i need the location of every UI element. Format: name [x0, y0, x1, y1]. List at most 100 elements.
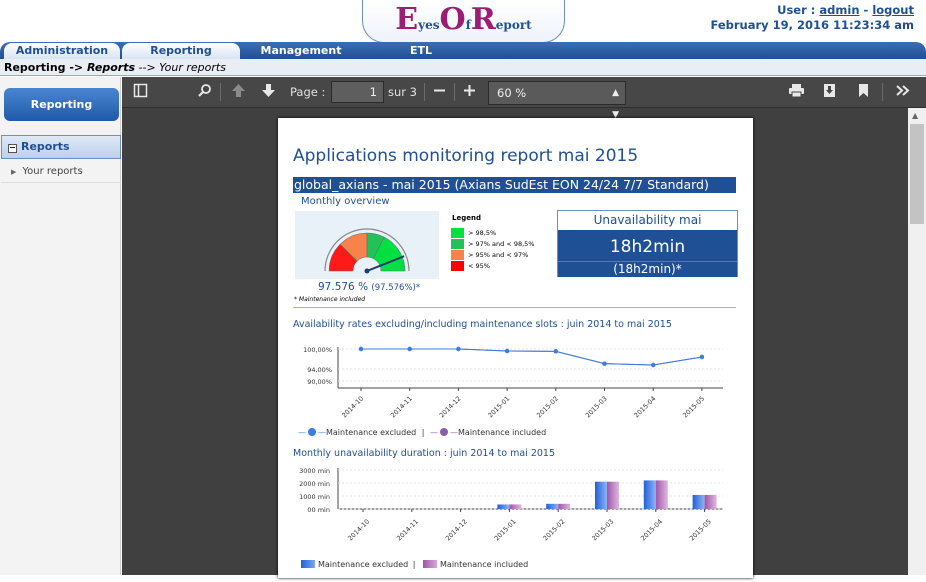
x-tick-label: 2015-02 — [535, 395, 560, 420]
scroll-thumb[interactable] — [910, 124, 924, 224]
crumb-your-reports: --> Your reports — [135, 61, 226, 74]
crumb-reporting[interactable]: Reporting -> — [4, 61, 87, 74]
gauge-hub — [364, 268, 370, 274]
gauge-segment — [373, 236, 406, 272]
x-tick-label: 2015-01 — [493, 518, 518, 543]
bar — [704, 494, 717, 509]
chart2-legend: Maintenance excluded | Maintenance inclu… — [298, 560, 528, 569]
x-tick-label: 2015-02 — [542, 518, 567, 543]
bar — [546, 503, 559, 509]
legend-title: Legend — [452, 214, 481, 222]
unavailability-sub: (18h2min)* — [558, 261, 737, 277]
sidebar-item-your-reports-label: Your reports — [22, 166, 83, 177]
tab-management[interactable]: Management — [260, 44, 342, 57]
reporting-button[interactable]: Reporting — [4, 88, 119, 121]
maintenance-note: * Maintenance included — [294, 296, 366, 303]
group-banner: global_axians - mai 2015 (Axians SudEst … — [293, 177, 736, 193]
report-title: Applications monitoring report mai 2015 — [293, 146, 639, 166]
y-tick-label: 94,00% — [307, 366, 332, 374]
zoom-in-icon[interactable] — [461, 83, 477, 102]
data-point — [651, 362, 656, 368]
vertical-scrollbar[interactable]: ▲ — [908, 108, 926, 575]
availability-gauge — [295, 211, 439, 279]
x-tick-label: 2014-12 — [444, 518, 469, 543]
y-tick-label: 2000 min — [299, 480, 330, 488]
crumb-reports[interactable]: Reports — [86, 61, 136, 74]
user-info: User : admin - logout February 19, 2016 … — [710, 3, 914, 33]
data-point — [699, 354, 705, 360]
chart1-legend: — —Maintenance excluded | — —Maintenance i… — [298, 428, 546, 437]
main-nav: Administration Reporting Management ETL — [0, 42, 926, 59]
y-tick-label: 1000 min — [299, 493, 330, 501]
chart2-legend-included: Maintenance included — [440, 560, 529, 569]
data-point — [456, 346, 461, 352]
availability-chart: 100,00% 94,00% 90,00% 2014-10 2014-11 2014-12… — [293, 335, 738, 445]
pdf-viewer: Page : 1 sur 3 60 % ▲ ▼ ▲ Applications mon… — [122, 77, 926, 578]
print-icon[interactable] — [787, 83, 805, 102]
divider — [293, 307, 736, 308]
sidebar-item-your-reports[interactable]: ▶ Your reports — [1, 161, 121, 183]
next-page-icon[interactable] — [260, 83, 276, 102]
bar — [655, 480, 668, 509]
page-number-input[interactable]: 1 — [331, 81, 384, 103]
user-link[interactable]: admin — [819, 3, 860, 17]
logo-text: EyesOfReport — [395, 2, 532, 37]
legend-separator: | — [412, 560, 416, 569]
bookmark-icon[interactable] — [855, 83, 871, 102]
zoom-value: 60 % — [497, 86, 527, 100]
collapse-icon[interactable]: − — [8, 143, 17, 153]
report-page: Applications monitoring report mai 2015 … — [278, 118, 753, 578]
x-tick-label: 2015-03 — [584, 395, 609, 420]
unavailability-value: 18h2min — [558, 230, 737, 261]
legend-swatch — [451, 239, 464, 249]
x-tick-label: 2015-04 — [633, 395, 658, 420]
zoom-out-icon[interactable] — [431, 83, 447, 102]
sidebar-item-reports[interactable]: − Reports — [1, 135, 121, 159]
x-tick-label: 2014-11 — [395, 518, 420, 543]
scroll-up-icon[interactable]: ▲ — [912, 111, 919, 120]
chart1-legend-excluded-swatch: — — — [298, 428, 326, 437]
zoom-select[interactable]: 60 % ▲ ▼ — [488, 81, 626, 120]
x-tick-label: 2015-01 — [486, 395, 511, 420]
tools-icon[interactable] — [894, 83, 912, 102]
tab-reporting[interactable]: Reporting — [122, 43, 240, 59]
previous-page-icon[interactable] — [230, 83, 246, 102]
legend-separator: | — [421, 428, 425, 437]
bar — [595, 481, 607, 509]
legend-swatch — [451, 228, 464, 238]
chart2-legend-excluded: Maintenance excluded — [318, 560, 409, 569]
x-tick-label: 2014-10 — [340, 395, 365, 420]
data-point — [553, 349, 558, 354]
legend-item: > 98,5% — [451, 228, 496, 238]
unavailability-chart: 3000 min 2000 min 1000 min 00 min 2014-10 201… — [293, 464, 738, 578]
y-tick-label: 3000 min — [299, 467, 330, 475]
legend-swatch — [451, 261, 464, 271]
pdf-toolbar: Page : 1 sur 3 60 % ▲ ▼ — [122, 77, 926, 120]
y-tick-label: 00 min — [307, 506, 330, 514]
tab-etl[interactable]: ETL — [409, 44, 433, 57]
search-icon[interactable] — [196, 83, 212, 102]
data-point — [358, 346, 364, 352]
x-tick-label: 2014-12 — [438, 395, 463, 420]
monthly-overview-label: Monthly overview — [301, 196, 390, 207]
x-tick-label: 2014-10 — [346, 518, 371, 543]
legend-swatch — [451, 250, 464, 260]
chart2-title: Monthly unavailability duration : juin 2… — [293, 448, 556, 459]
bar — [607, 481, 619, 509]
chart2-legend-excluded-swatch — [301, 560, 315, 568]
bar — [558, 503, 571, 509]
download-icon[interactable] — [821, 83, 837, 102]
user-label: User : — [777, 3, 816, 17]
legend-item: < 95% — [451, 261, 490, 271]
data-point — [407, 346, 412, 352]
tab-administration[interactable]: Administration — [4, 43, 120, 59]
breadcrumb: Reporting -> Reports --> Your reports — [0, 59, 926, 76]
sidebar-toggle-icon[interactable] — [132, 83, 148, 102]
bar — [643, 480, 656, 509]
y-tick-label: 90,00% — [307, 378, 332, 386]
app-header: EyesOfReport User : admin - logout Febru… — [0, 0, 926, 43]
chevron-right-icon: ▶ — [11, 168, 17, 176]
gauge-value: 97.576 % (97.576%)* — [318, 281, 421, 293]
logout-link[interactable]: logout — [872, 3, 914, 17]
bar — [497, 504, 510, 509]
